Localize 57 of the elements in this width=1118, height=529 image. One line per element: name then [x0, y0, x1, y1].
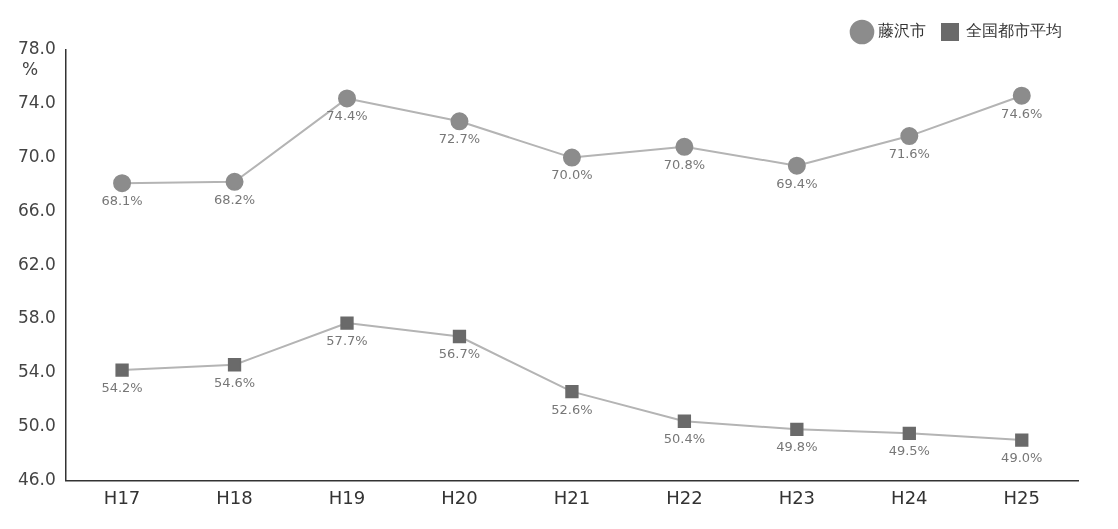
y-tick-label: 78.0 — [17, 38, 56, 59]
point — [790, 422, 804, 436]
point — [675, 137, 694, 156]
x-tick-label: H21 — [553, 486, 591, 508]
y-tick-label: 46.0 — [17, 468, 56, 489]
point — [677, 414, 692, 428]
point — [1012, 86, 1031, 105]
y-tick-label: 74.0 — [17, 92, 56, 113]
point — [452, 329, 467, 344]
y-tick-label: 50.0 — [17, 415, 56, 436]
point — [338, 89, 356, 108]
y-tick-label: 66.0 — [17, 199, 56, 220]
x-tick-label: H25 — [1003, 486, 1040, 508]
data-label: 68.2% — [213, 191, 256, 207]
y-tick-label: 58.0 — [17, 307, 56, 328]
x-tick-label: H18 — [216, 486, 253, 508]
data-label: 52.6% — [551, 401, 593, 417]
data-label: 74.4% — [326, 108, 368, 124]
point — [225, 172, 244, 191]
legend-label: 藤沢市 — [878, 21, 926, 41]
data-label: 71.6% — [888, 145, 930, 161]
data-label: 49.8% — [776, 439, 818, 455]
point — [227, 358, 242, 372]
point — [787, 156, 806, 175]
data-label: 72.7% — [438, 131, 481, 147]
point — [1015, 433, 1029, 447]
data-label: 54.2% — [101, 379, 143, 395]
data-label: 56.7% — [438, 346, 481, 362]
y-tick-label: 70.0 — [17, 146, 56, 167]
data-label: 69.4% — [776, 175, 818, 191]
point — [562, 148, 581, 167]
data-label: 74.6% — [1001, 105, 1043, 121]
point — [340, 316, 354, 330]
x-tick-label: H22 — [666, 486, 703, 508]
point — [900, 127, 919, 146]
data-label: 49.0% — [1001, 449, 1043, 465]
data-label: 70.8% — [663, 156, 706, 172]
x-tick-label: H20 — [441, 486, 478, 508]
legend-label: 全国都市平均 — [966, 21, 1062, 41]
point — [450, 112, 469, 131]
x-tick-label: H17 — [103, 486, 141, 508]
data-label: 70.0% — [551, 167, 593, 183]
point — [113, 174, 132, 193]
data-label: 57.7% — [326, 332, 368, 348]
data-label: 68.1% — [101, 193, 143, 209]
data-label: 54.6% — [213, 374, 256, 390]
point — [565, 384, 579, 399]
x-tick-label: H23 — [778, 486, 816, 508]
point — [902, 426, 916, 440]
point — [115, 363, 129, 377]
y-tick-label: 54.0 — [17, 361, 56, 382]
y-tick-label: 62.0 — [17, 253, 56, 274]
y-axis-title: % — [21, 58, 39, 79]
x-tick-label: H24 — [891, 486, 928, 508]
data-label: 49.5% — [888, 443, 930, 459]
x-tick-label: H19 — [328, 486, 366, 508]
data-label: 50.4% — [663, 431, 706, 447]
